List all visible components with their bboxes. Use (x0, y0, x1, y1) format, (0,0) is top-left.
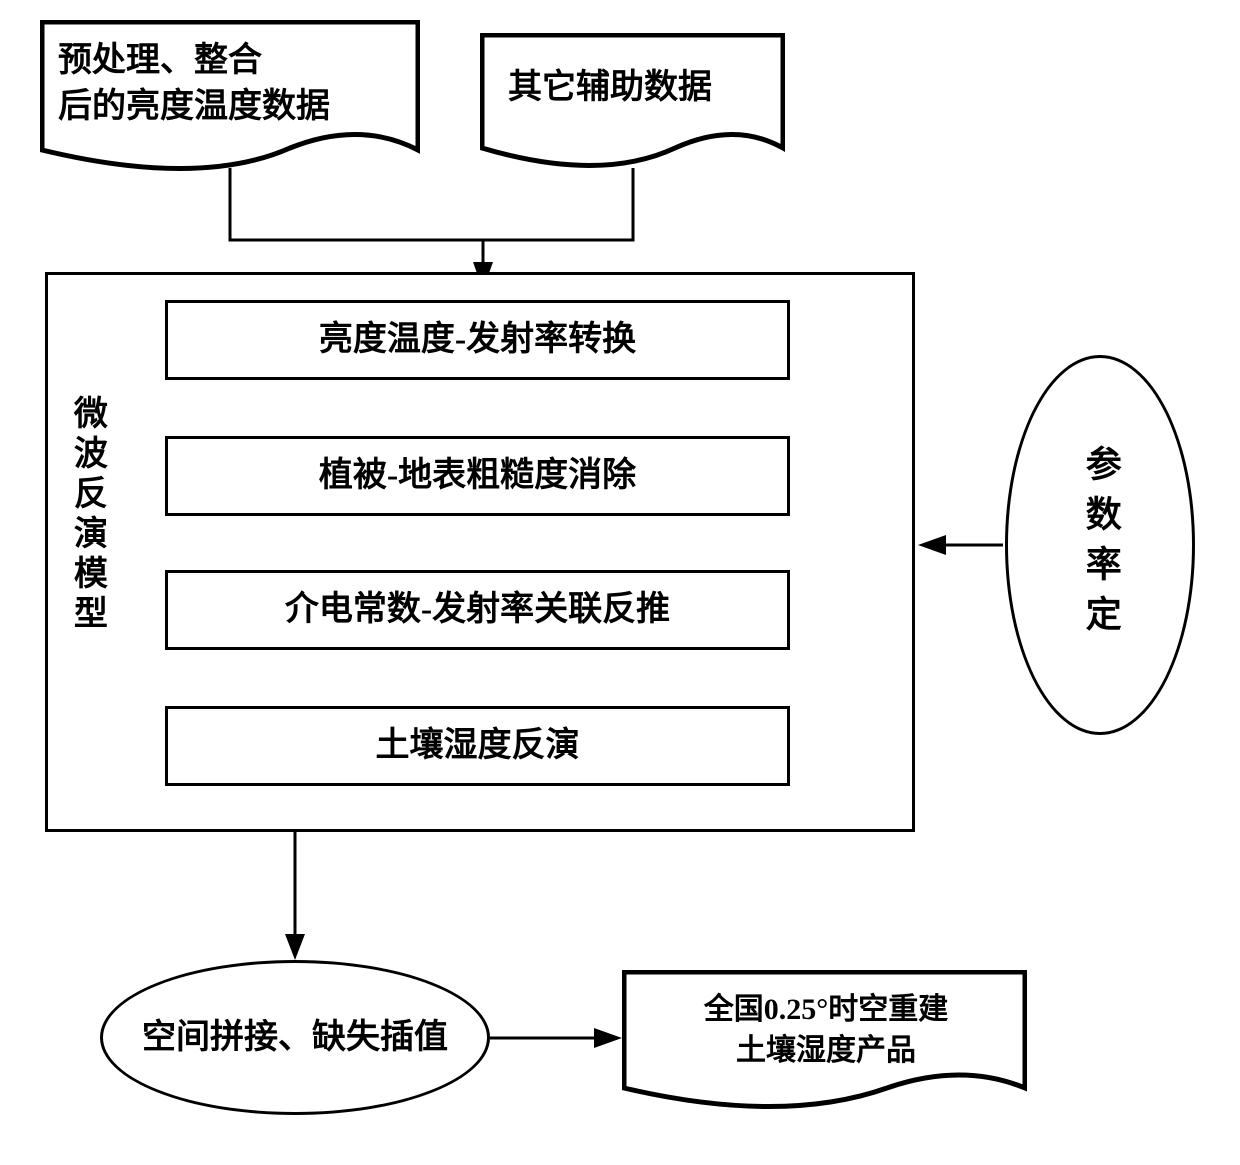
param-calibration-label: 参数率定 (1080, 445, 1120, 645)
step-2-label: 植被-地表粗糙度消除 (319, 453, 636, 499)
step-dielectric-emissivity: 介电常数-发射率关联反推 (165, 570, 790, 650)
input-doc-aux: 其它辅助数据 (480, 33, 785, 175)
model-label: 微波反演模型 (68, 395, 105, 635)
output-doc-label: 全国0.25°时空重建 土壤湿度产品 (646, 990, 1006, 1071)
step-3-label: 介电常数-发射率关联反推 (285, 587, 670, 633)
step-brightness-emissivity: 亮度温度-发射率转换 (165, 300, 790, 380)
input-doc-aux-label: 其它辅助数据 (508, 65, 712, 111)
post-process: 空间拼接、缺失插值 (100, 960, 490, 1115)
output-doc: 全国0.25°时空重建 土壤湿度产品 (622, 970, 1027, 1115)
flowchart-canvas: 预处理、整合 后的亮度温度数据 其它辅助数据 微波反演模型 亮度温度-发射率转换… (0, 0, 1240, 1165)
step-soil-moisture-inversion: 土壤湿度反演 (165, 706, 790, 786)
param-calibration: 参数率定 (1005, 355, 1195, 735)
post-process-label: 空间拼接、缺失插值 (142, 1015, 448, 1061)
step-vegetation-roughness: 植被-地表粗糙度消除 (165, 436, 790, 516)
step-4-label: 土壤湿度反演 (376, 723, 580, 769)
input-doc-brightness-label: 预处理、整合 后的亮度温度数据 (58, 38, 330, 130)
step-1-label: 亮度温度-发射率转换 (319, 317, 636, 363)
input-doc-brightness: 预处理、整合 后的亮度温度数据 (40, 20, 420, 175)
